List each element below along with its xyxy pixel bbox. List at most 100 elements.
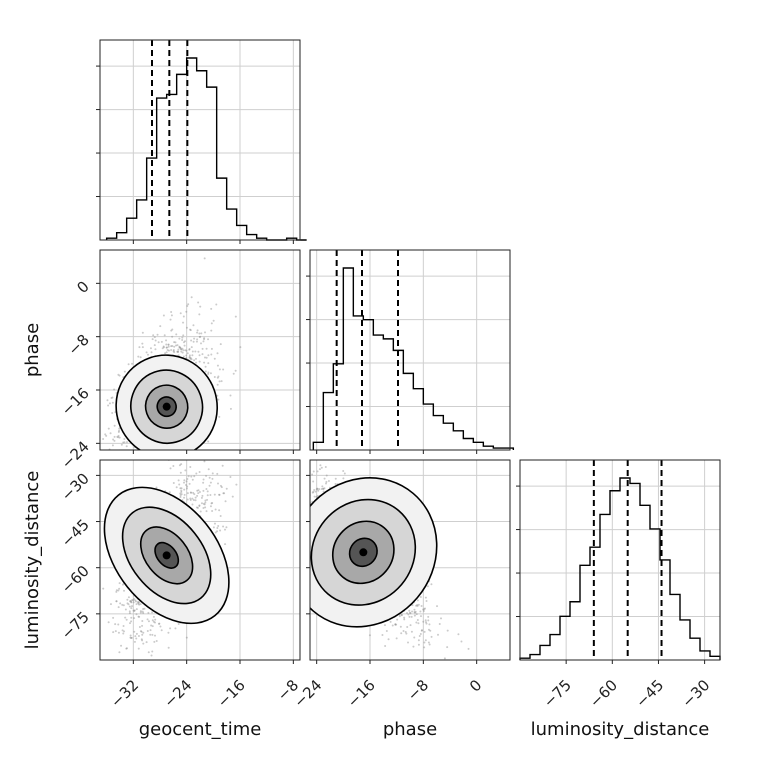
scatter-point <box>154 618 157 621</box>
scatter-point <box>205 356 208 359</box>
scatter-point <box>109 432 112 435</box>
scatter-point <box>203 356 206 359</box>
scatter-point <box>296 508 298 510</box>
scatter-point <box>321 485 324 488</box>
scatter-point <box>334 456 336 458</box>
scatter-point <box>277 463 279 465</box>
grid-lines <box>565 460 706 664</box>
scatter-point <box>206 490 209 493</box>
scatter-point <box>415 621 418 624</box>
scatter-point <box>430 635 433 638</box>
scatter-point <box>167 343 170 346</box>
scatter-point <box>141 346 144 349</box>
scatter-point <box>218 493 221 496</box>
scatter-point <box>185 310 188 313</box>
panel-frame <box>99 39 301 241</box>
scatter-point <box>135 452 137 454</box>
scatter-point <box>115 590 118 593</box>
scatter-point <box>138 450 140 452</box>
scatter-point <box>327 480 330 483</box>
scatter-point <box>213 493 216 496</box>
scatter-point <box>137 602 140 605</box>
scatter-point <box>423 641 426 644</box>
scatter-point <box>255 466 257 468</box>
scatter-point <box>140 638 143 641</box>
scatter-point <box>177 351 180 354</box>
scatter-point <box>410 615 413 618</box>
scatter-point <box>290 462 292 464</box>
scatter-point <box>235 483 238 486</box>
scatter-point <box>408 609 411 612</box>
scatter-point <box>116 435 119 438</box>
scatter-point <box>179 495 182 498</box>
scatter-point <box>225 487 228 490</box>
scatter-point <box>201 347 204 350</box>
scatter-point <box>155 639 158 642</box>
scatter-point <box>170 349 173 352</box>
scatter-point <box>196 494 199 497</box>
scatter-point <box>213 522 216 525</box>
scatter-point <box>139 665 141 667</box>
scatter-point <box>187 475 190 478</box>
scatter-point <box>179 492 182 495</box>
scatter-point <box>133 597 136 600</box>
scatter-point <box>137 647 140 650</box>
scatter-point <box>460 640 463 643</box>
scatter-point <box>98 678 100 680</box>
scatter-point <box>405 632 408 635</box>
scatter-point <box>179 312 182 315</box>
scatter-point <box>128 605 131 608</box>
scatter-point <box>196 338 199 341</box>
scatter-point <box>138 626 141 629</box>
scatter-point <box>419 596 422 599</box>
scatter-point <box>163 451 165 453</box>
scatter-point <box>137 601 140 604</box>
scatter-point <box>144 453 146 455</box>
scatter-point <box>425 622 428 625</box>
scatter-point <box>184 469 187 472</box>
scatter-point <box>408 615 411 618</box>
scatter-point <box>196 331 199 334</box>
scatter-point <box>175 454 177 456</box>
scatter-point <box>312 490 315 493</box>
scatter-point <box>134 635 137 638</box>
scatter-point <box>117 623 120 626</box>
scatter-point <box>273 481 275 483</box>
scatter-point <box>218 368 221 371</box>
scatter-point <box>119 602 122 605</box>
scatter-point <box>419 610 422 613</box>
scatter-point <box>203 503 206 506</box>
scatter-point <box>139 610 142 613</box>
scatter-point <box>288 488 290 490</box>
scatter-point <box>120 644 123 647</box>
scatter-point <box>305 493 307 495</box>
scatter-point <box>140 630 143 633</box>
scatter-point <box>130 600 133 603</box>
scatter-point <box>415 604 418 607</box>
scatter-point <box>175 344 178 347</box>
scatter-point <box>105 434 108 437</box>
scatter-point <box>197 301 200 304</box>
scatter-point <box>117 606 120 609</box>
scatter-point <box>169 318 172 321</box>
scatter-point <box>172 350 175 353</box>
scatter-point <box>210 307 213 310</box>
scatter-point <box>440 617 443 620</box>
scatter-point <box>118 651 121 654</box>
scatter-point <box>108 402 111 405</box>
scatter-point <box>181 351 184 354</box>
scatter-point <box>239 346 242 349</box>
scatter-point <box>111 396 114 399</box>
scatter-point <box>180 463 183 466</box>
scatter-point <box>429 629 432 632</box>
histogram-luminosity_distance <box>519 477 721 660</box>
scatter-point <box>306 500 308 502</box>
scatter-point <box>113 439 116 442</box>
scatter-point <box>191 503 194 506</box>
scatter-point <box>286 530 288 532</box>
scatter-point <box>123 370 126 373</box>
scatter-point <box>150 351 153 354</box>
scatter-point <box>133 454 135 456</box>
scatter-point <box>194 350 197 353</box>
